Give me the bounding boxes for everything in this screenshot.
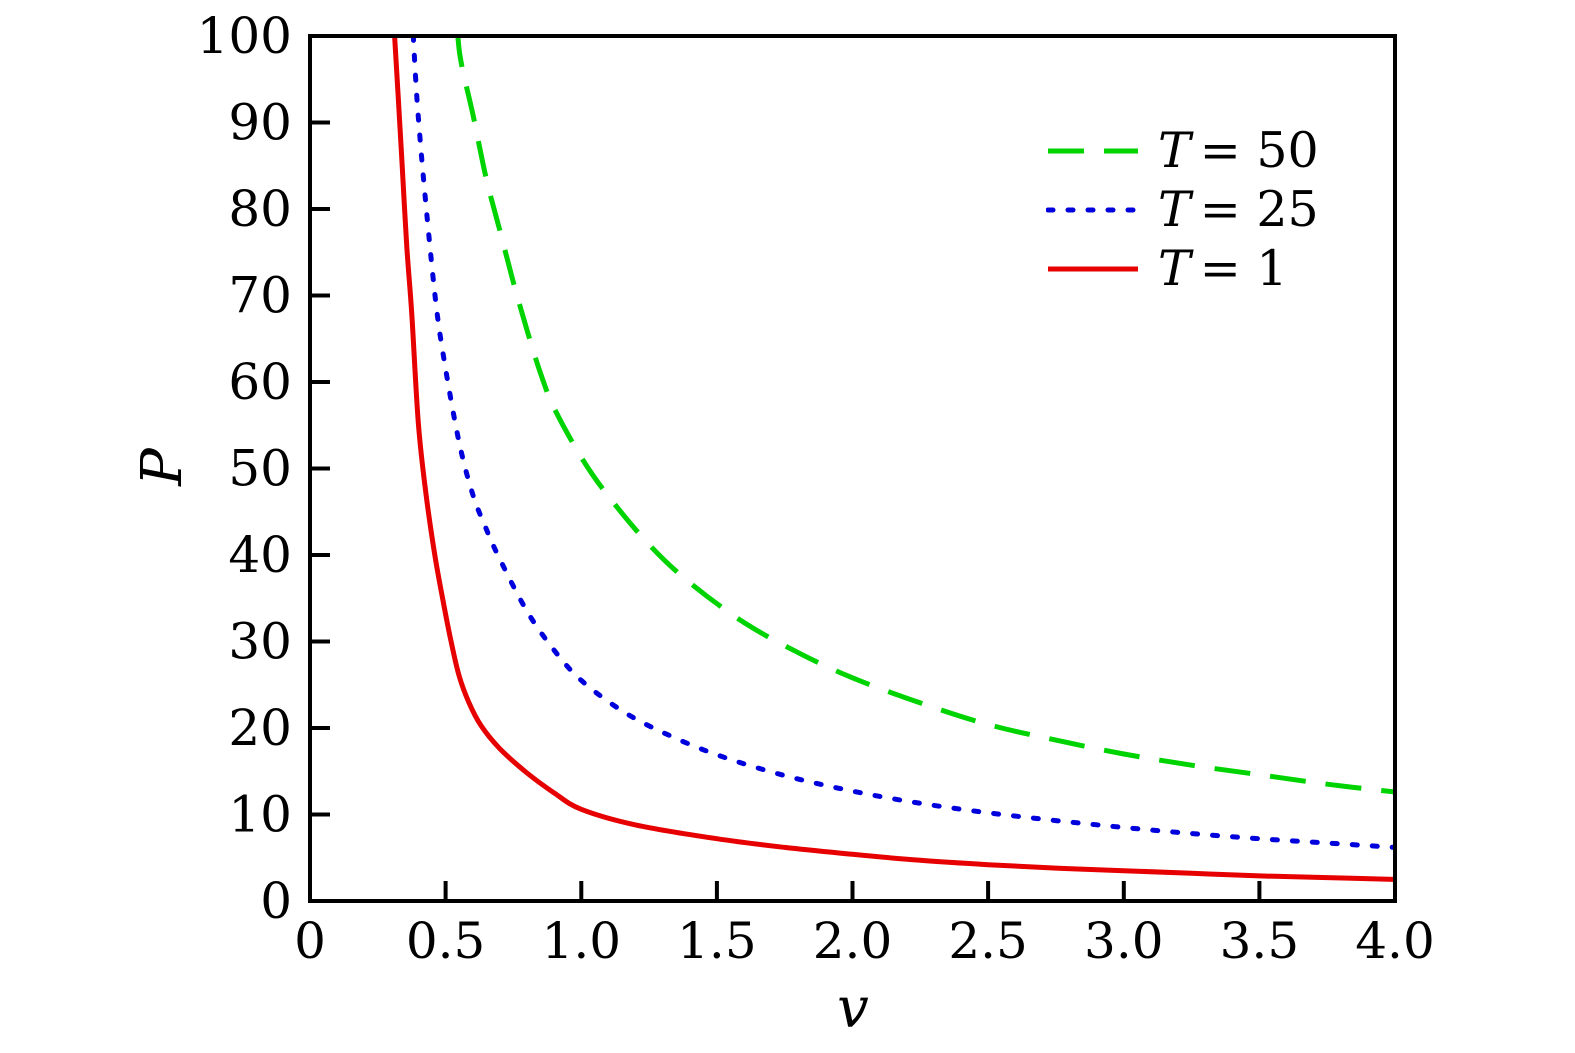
y-tick-label: 60 (228, 353, 292, 411)
y-tick-label: 100 (197, 7, 292, 65)
legend-row-t1: T = 1 (1046, 239, 1319, 298)
x-tick-label: 4.0 (1355, 912, 1435, 970)
x-tick-label: 0.5 (406, 912, 486, 970)
legend-row-t50: T = 50 (1046, 121, 1319, 180)
legend-label-t1: T = 1 (1158, 244, 1288, 293)
legend-sample-dashed-icon (1048, 148, 1138, 153)
y-tick-label: 70 (228, 267, 292, 325)
legend-row-t25: T = 25 (1046, 180, 1319, 239)
y-tick-label: 80 (228, 180, 292, 238)
y-tick-label: 0 (260, 872, 292, 930)
legend-sample-solid-icon (1048, 266, 1138, 271)
curve-t=50 (455, 38, 1393, 795)
x-tick-label: 3.0 (1084, 912, 1164, 970)
y-tick-label: 50 (228, 440, 292, 498)
x-axis-label: v (837, 976, 869, 1041)
x-tick-label: 3.5 (1220, 912, 1300, 970)
y-tick-label: 90 (228, 94, 292, 152)
x-tick-label: 2.0 (813, 912, 893, 970)
curve-t=25 (410, 38, 1393, 850)
x-tick-label: 1.0 (542, 912, 622, 970)
x-tick-label: 0 (294, 912, 326, 970)
legend-value: = 25 (1199, 181, 1319, 238)
legend-value: = 50 (1199, 122, 1319, 179)
legend-symbol: T (1158, 122, 1191, 179)
legend-symbol: T (1158, 240, 1191, 297)
y-axis-label: P (130, 448, 195, 486)
y-tick-label: 30 (228, 613, 292, 671)
plot-frame (308, 34, 1397, 903)
y-tick-label: 40 (228, 526, 292, 584)
x-tick-label: 1.5 (677, 912, 757, 970)
legend: T = 50 T = 25 T = 1 (1046, 121, 1319, 298)
y-tick-label: 20 (228, 699, 292, 757)
legend-label-t25: T = 25 (1158, 185, 1319, 234)
curve-t=1 (392, 38, 1393, 882)
legend-symbol: T (1158, 181, 1191, 238)
y-tick-label: 10 (228, 786, 292, 844)
x-tick-label: 2.5 (948, 912, 1028, 970)
legend-sample-dotted-icon (1046, 207, 1140, 212)
legend-value: = 1 (1199, 240, 1288, 297)
legend-label-t50: T = 50 (1158, 126, 1319, 175)
